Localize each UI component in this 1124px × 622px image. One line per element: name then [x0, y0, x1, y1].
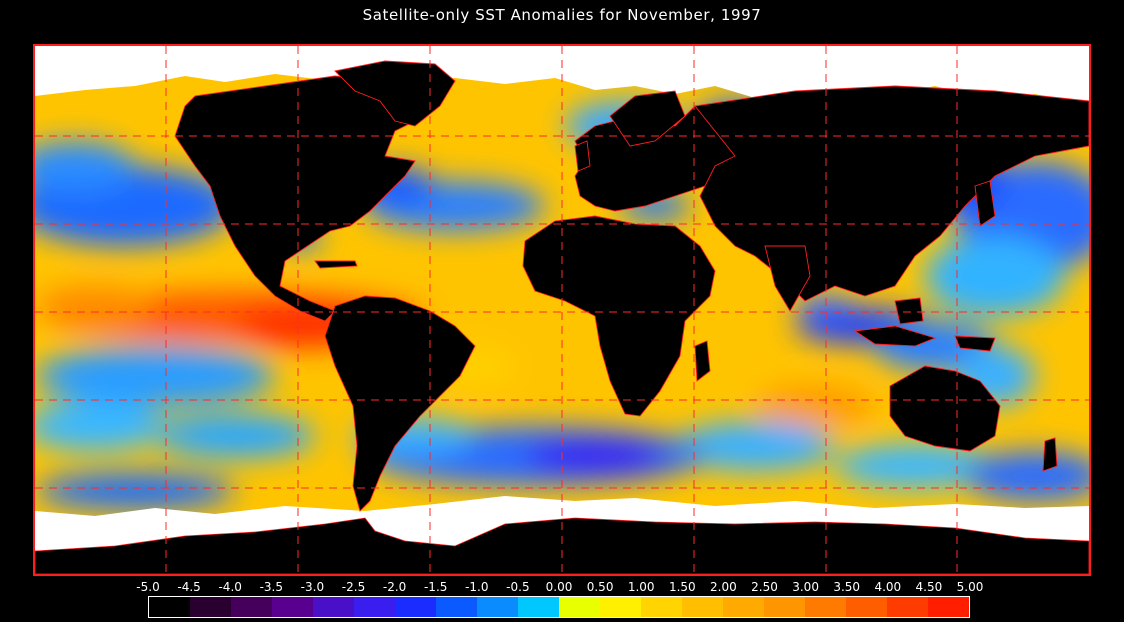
map-title: Satellite-only SST Anomalies for Novembe…: [362, 6, 762, 24]
colorbar-tick-label: 2.00: [710, 580, 737, 594]
indonesia: [853, 325, 937, 347]
colorbar-swatch: [641, 597, 682, 617]
graticule: [35, 46, 1089, 574]
colorbar-tick-label: 3.50: [833, 580, 861, 594]
colorbar-tick-label: 2.50: [751, 580, 778, 594]
colorbar-tick-label: 1.00: [627, 580, 655, 594]
colorbar-swatch: [928, 597, 969, 617]
colorbar-tick-label: 5.00: [956, 580, 984, 594]
colorbar-tick-label: -3.0: [300, 580, 325, 594]
japan: [974, 180, 996, 227]
colorbar-swatch: [395, 597, 436, 617]
colorbar-swatch: [190, 597, 231, 617]
colorbar-tick-label: 1.50: [668, 580, 696, 594]
scandinavia: [609, 90, 686, 147]
colorbar-tick-label: -2.5: [341, 580, 366, 594]
colorbar-tick-label: -4.5: [177, 580, 201, 594]
colorbar-swatch: [518, 597, 559, 617]
colorbar-tick-label: -0.5: [506, 580, 530, 594]
colorbar-tick-labels: -5.0 -4.5 -4.0 -3.5 -3.0 -2.5 -2.0 -1.5 -1.0 -0.5…: [136, 580, 983, 596]
colorbar-tick-label: -1.5: [423, 580, 448, 594]
colorbar-swatch: [887, 597, 928, 617]
colorbar-tick-label: 3.00: [792, 580, 819, 594]
greenland: [334, 60, 456, 127]
colorbar-swatch: [559, 597, 600, 617]
colorbar-swatch: [682, 597, 723, 617]
colorbar-swatch: [436, 597, 477, 617]
continents: [174, 60, 1089, 512]
colorbar-tick-label: -3.5: [259, 580, 284, 594]
map-canvas: [35, 46, 1089, 574]
colorbar-swatch: [477, 597, 518, 617]
uk: [574, 140, 591, 172]
colorbar-swatch: [846, 597, 887, 617]
colorbar-swatch: [231, 597, 272, 617]
colorbar-tick-label: -2.0: [382, 580, 407, 594]
new-zealand: [1042, 437, 1058, 472]
colorbar-tick-label: -5.0: [136, 580, 160, 594]
madagascar: [694, 340, 711, 382]
colorbar-swatch: [723, 597, 764, 617]
colorbar-tick-label: -1.0: [465, 580, 489, 594]
colorbar-swatch: [272, 597, 313, 617]
colorbar-swatch: [764, 597, 805, 617]
colorbar-swatch: [805, 597, 846, 617]
colorbar-tick-label: 0.50: [586, 580, 614, 594]
colorbar-swatch: [354, 597, 395, 617]
caribbean-islands: [314, 260, 358, 269]
colorbar-tick-label: 0.00: [545, 580, 573, 594]
colorbar-tick-label: 4.50: [915, 580, 943, 594]
sst-anomaly-map: [33, 44, 1091, 576]
south-america: [324, 295, 476, 512]
colorbar: [148, 596, 970, 618]
india: [764, 245, 811, 312]
colorbar-swatch: [149, 597, 190, 617]
colorbar-swatch: [313, 597, 354, 617]
borneo: [894, 297, 924, 325]
new-guinea: [954, 335, 996, 352]
colorbar-tick-label: 4.00: [874, 580, 902, 594]
antarctica-land: [35, 517, 1089, 574]
australia: [889, 365, 1001, 452]
colorbar-tick-label: -4.0: [218, 580, 242, 594]
colorbar-swatch: [600, 597, 641, 617]
